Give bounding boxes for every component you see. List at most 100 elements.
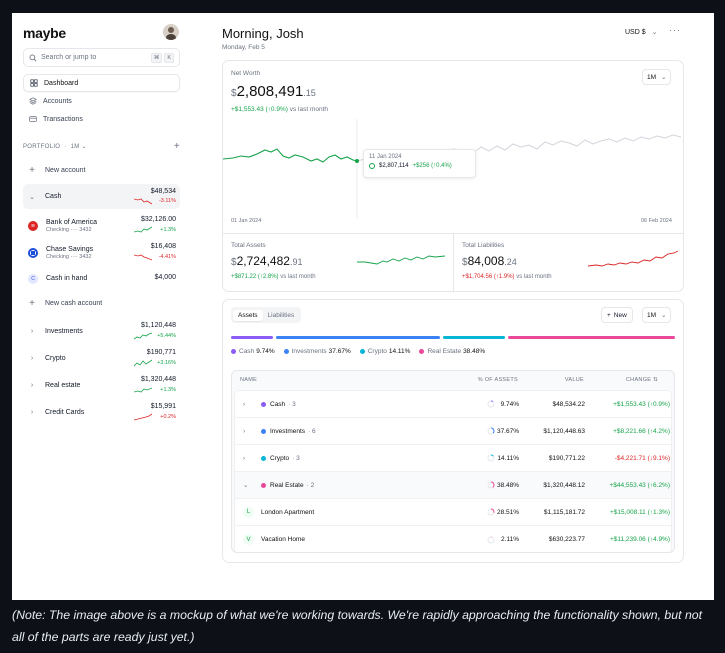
table-row[interactable]: › Cash · 3 9.74% $48,534.22 +$1,553.43 (… xyxy=(235,391,671,418)
allocation-tabs: Assets Liabilities xyxy=(231,307,302,323)
col-pct[interactable]: % OF ASSETS xyxy=(477,377,518,383)
account-group-cash[interactable]: ⌄ Cash $48,534 -3.11% xyxy=(23,184,180,209)
new-account-button[interactable]: + New account xyxy=(23,159,180,181)
tab-liabilities[interactable]: Liabilities xyxy=(267,311,295,319)
legend-pct: 37.67% xyxy=(328,348,351,355)
account-delta: +1.3% xyxy=(160,227,176,233)
allocation-segment xyxy=(443,336,505,339)
change-vs: vs last month xyxy=(289,106,329,113)
group-label: Cash xyxy=(45,193,62,200)
chevron-down-icon: ⌄ xyxy=(661,312,667,319)
row-change: +$1,553.43 (↑0.9%) xyxy=(613,400,670,408)
portfolio-label: PORTFOLIO xyxy=(23,143,61,150)
sparkline xyxy=(134,387,152,393)
table-row[interactable]: ⌄ Real Estate · 2 38.48% $1,320,448.12 +… xyxy=(235,472,671,499)
change-amount: +$1,704.56 (↑1.9%) xyxy=(462,274,515,280)
more-icon[interactable]: ··· xyxy=(669,25,681,35)
chevron-right-icon[interactable]: › xyxy=(243,427,246,435)
chevron-down-icon[interactable]: ⌄ xyxy=(243,482,249,489)
account-chase-savings[interactable]: Chase Savings Checking ···· 3432 $16,408… xyxy=(23,239,180,266)
account-bank-of-america[interactable]: ≋ Bank of America Checking ···· 3432 $32… xyxy=(23,212,180,239)
allocation-period-select[interactable]: 1M ⌄ xyxy=(642,307,672,323)
allocation-card: Assets Liabilities + New 1M ⌄ Cash 9.74% I… xyxy=(222,299,684,563)
row-pct: 14.11% xyxy=(497,454,519,462)
table-row[interactable]: L London Apartment 28.51% $1,115,181.72 … xyxy=(235,499,671,526)
tooltip-values: $2,807,114 +$256 (↑0.4%) xyxy=(369,163,470,169)
row-name-cell: L London Apartment xyxy=(243,506,314,518)
table-row[interactable]: › Crypto · 3 14.11% $190,771.22 -$4,221.… xyxy=(235,445,671,472)
nav-item-accounts[interactable]: Accounts xyxy=(23,92,180,110)
group-amount: $48,534 xyxy=(150,188,176,195)
row-value: $48,534.22 xyxy=(552,400,585,408)
row-name-cell: › Cash · 3 xyxy=(243,401,296,408)
period-select[interactable]: 1M ⌄ xyxy=(642,69,672,85)
account-group-investments[interactable]: › Investments $1,120,448 +5.44% xyxy=(23,318,180,345)
chevron-right-icon[interactable]: › xyxy=(243,454,246,462)
account-info: Bank of America Checking ···· 3432 xyxy=(46,219,97,233)
user-avatar[interactable] xyxy=(163,24,179,40)
table-row[interactable]: › Investments · 6 37.67% $1,120,448.63 +… xyxy=(235,418,671,445)
row-pct: 38.48% xyxy=(496,481,519,489)
nav-item-dashboard[interactable]: Dashboard xyxy=(23,74,180,92)
currency-symbol: $ xyxy=(231,88,237,99)
col-value[interactable]: VALUE xyxy=(564,377,584,383)
row-name: Crypto xyxy=(270,454,290,462)
account-group-credit-cards[interactable]: › Credit Cards $15,991 +0.2% xyxy=(23,399,180,426)
caption: (Note: The image above is a mockup of wh… xyxy=(12,608,703,644)
table-row[interactable]: V Vacation Home 2.11% $630,223.77 +$11,2… xyxy=(235,526,671,552)
row-name: Cash xyxy=(270,400,286,408)
row-value: $190,771.22 xyxy=(548,454,585,462)
account-sub: Checking ···· 3432 xyxy=(46,226,92,233)
row-value: $1,320,448.12 xyxy=(543,481,585,489)
tab-assets[interactable]: Assets xyxy=(233,309,263,321)
search-shortcut: ⌘ K xyxy=(150,52,174,63)
layers-icon xyxy=(29,97,37,105)
account-group-real-estate[interactable]: › Real estate $1,320,448 +1.3% xyxy=(23,372,180,399)
credit-card-icon xyxy=(29,116,37,122)
new-button[interactable]: + New xyxy=(601,307,633,323)
grid-icon xyxy=(30,79,38,87)
net-worth-value: $2,808,491.15 xyxy=(231,83,316,100)
currency-select[interactable]: USD $ ⌄ xyxy=(625,28,657,36)
col-change[interactable]: CHANGE ⇅ xyxy=(602,377,658,383)
chevron-right-icon[interactable]: › xyxy=(243,400,246,408)
total-assets-value: $2,724,482.91 xyxy=(231,254,302,268)
total-liabilities-value: $84,008.24 xyxy=(462,254,517,268)
app-logo[interactable]: maybe xyxy=(23,25,66,41)
row-pct: 28.51% xyxy=(496,508,519,516)
legend-dot xyxy=(231,348,236,354)
sparkline xyxy=(134,359,152,367)
sparkline xyxy=(134,226,152,233)
col-name[interactable]: NAME xyxy=(240,377,258,383)
legend-pct: 9.74% xyxy=(256,348,275,355)
sort-icon: ⇅ xyxy=(653,377,658,383)
row-value: $630,223.77 xyxy=(548,536,585,543)
legend-item-cash: Cash 9.74% xyxy=(231,348,275,355)
sparkline xyxy=(134,254,152,261)
value-decimal: .91 xyxy=(289,257,303,267)
row-count: · 6 xyxy=(308,427,316,435)
search-input[interactable]: Search or jump to ⌘ K xyxy=(23,48,180,67)
page-title: Morning, Josh xyxy=(222,26,304,41)
search-icon xyxy=(29,54,37,62)
assets-table: NAME % OF ASSETS VALUE CHANGE ⇅ › Cash ·… xyxy=(231,370,675,553)
group-label: Real estate xyxy=(45,382,81,389)
account-cash-in-hand[interactable]: C Cash in hand $4,000 xyxy=(23,266,180,291)
change-vs: vs last month xyxy=(516,274,552,280)
allocation-segment xyxy=(507,336,675,339)
circle-icon xyxy=(369,163,375,169)
shortcut-key: ⌘ xyxy=(150,52,163,63)
account-delta: -4.41% xyxy=(158,254,176,260)
value-main: 2,724,482 xyxy=(236,254,290,268)
add-icon[interactable]: + xyxy=(173,141,180,152)
account-amount: $32,126.00 xyxy=(140,216,176,223)
account-group-crypto[interactable]: › Crypto $190,771 +3.16% xyxy=(23,345,180,372)
portfolio-period-select[interactable]: 1M ⌄ xyxy=(71,143,87,150)
legend-name: Crypto xyxy=(367,348,387,355)
period-label: 1M xyxy=(647,311,657,319)
plus-icon: + xyxy=(607,311,611,319)
new-cash-account-button[interactable]: + New cash account xyxy=(23,291,180,316)
row-count: · 2 xyxy=(306,481,315,489)
legend-name: Real Estate xyxy=(427,348,462,355)
nav-item-transactions[interactable]: Transactions xyxy=(23,110,180,128)
